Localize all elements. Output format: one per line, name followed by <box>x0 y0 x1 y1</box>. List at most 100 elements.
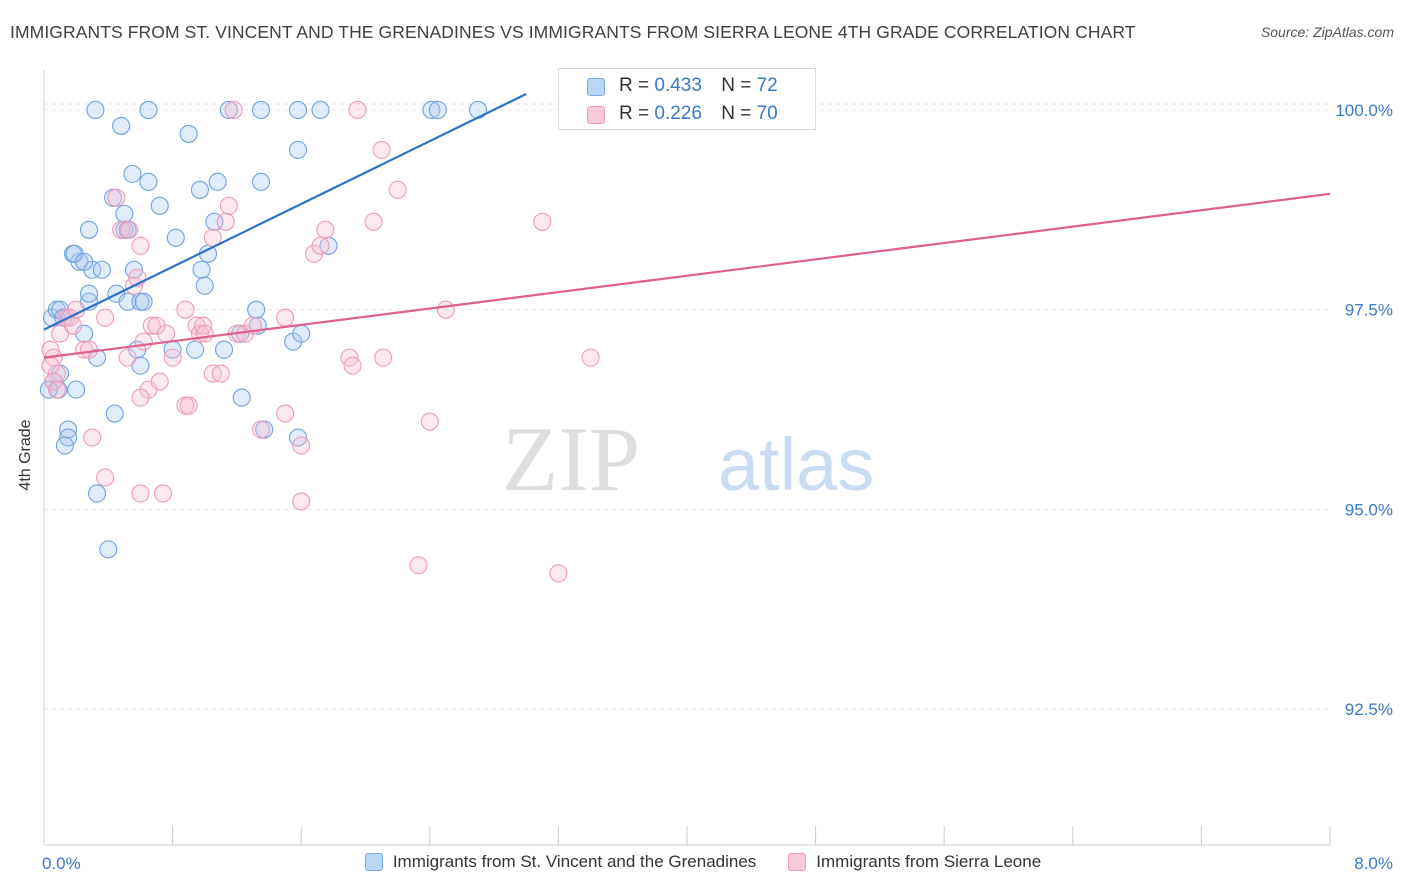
scatter-point <box>374 348 393 367</box>
scatter-point <box>150 196 169 215</box>
legend-swatch-blue <box>364 853 383 871</box>
trend-line <box>43 92 527 331</box>
scatter-point <box>131 356 150 375</box>
scatter-point <box>123 164 142 183</box>
scatter-point <box>316 220 335 239</box>
scatter-point <box>311 100 330 119</box>
legend: Immigrants from St. Vincent and the Gren… <box>0 852 1406 872</box>
scatter-point <box>150 372 169 391</box>
scatter-point <box>55 436 74 455</box>
scatter-point <box>131 388 150 407</box>
scatter-point <box>468 100 488 119</box>
watermark-zip: ZIP <box>502 408 640 510</box>
stats-n-label: N = <box>721 75 757 96</box>
source-label: Source: ZipAtlas.com <box>1260 24 1394 40</box>
scatter-point <box>292 492 311 511</box>
stats-legend: R = 0.433 N = 72 R = 0.226 N = 70 <box>558 68 816 130</box>
legend-item-pink[interactable]: Immigrants from Sierra Leone <box>788 852 1041 872</box>
stats-r-value: 0.433 <box>654 75 702 96</box>
scatter-point <box>292 436 311 455</box>
scatter-point <box>224 100 243 119</box>
scatter-point <box>372 140 391 159</box>
scatter-point <box>139 172 158 191</box>
y-tick-label: 95.0% <box>1345 500 1393 519</box>
scatter-point <box>92 260 111 279</box>
x-tick-label: 8.0% <box>1354 854 1393 873</box>
scatter-point <box>179 124 198 143</box>
series-pink-points <box>41 100 600 583</box>
scatter-point <box>142 316 161 335</box>
scatter-point <box>219 100 238 119</box>
scatter-point <box>99 540 118 559</box>
scatter-point <box>166 228 185 247</box>
scatter-point <box>288 140 308 159</box>
scatter-point <box>581 348 600 367</box>
scatter-point <box>176 300 195 319</box>
scatter-point <box>422 100 441 119</box>
scatter-point <box>153 484 173 503</box>
scatter-point <box>251 420 271 439</box>
stats-r-value: 0.226 <box>654 103 702 124</box>
grid-lines <box>44 103 1330 710</box>
scatter-point <box>118 348 137 367</box>
y-axis-label: 4th Grade <box>17 419 34 491</box>
y-tick-label: 97.5% <box>1345 301 1393 320</box>
scatter-point <box>190 180 209 199</box>
scatter-point <box>214 340 234 359</box>
scatter-point <box>219 196 238 215</box>
scatter-point <box>533 212 552 231</box>
scatter-point <box>86 100 105 119</box>
watermark: ZIP atlas <box>502 408 874 510</box>
axes <box>43 70 1331 846</box>
stats-r-label: R = <box>619 75 655 96</box>
scatter-point <box>107 188 126 207</box>
legend-label-pink: Immigrants from Sierra Leone <box>816 852 1042 871</box>
stats-swatch-pink <box>587 106 605 124</box>
scatter-point <box>195 324 214 343</box>
y-tick-label: 100.0% <box>1335 101 1393 120</box>
scatter-point <box>409 556 428 575</box>
scatter-point <box>186 340 205 359</box>
scatter-point <box>364 212 383 231</box>
scatter-point <box>549 564 568 583</box>
scatter-point <box>79 284 99 303</box>
series-blue-points <box>39 100 488 559</box>
scatter-point <box>96 468 115 487</box>
legend-item-blue[interactable]: Immigrants from St. Vincent and the Gren… <box>364 852 757 872</box>
scatter-point <box>75 252 94 271</box>
scatter-point <box>163 348 182 367</box>
scatter-point <box>420 412 439 431</box>
scatter-point <box>63 316 82 335</box>
scatter-point <box>247 300 266 319</box>
scatter-point <box>179 396 198 415</box>
stats-r-label: R = <box>619 103 655 124</box>
scatter-point <box>118 292 137 311</box>
scatter-point <box>232 388 251 407</box>
scatter-point <box>436 300 455 319</box>
trend-line <box>43 192 1331 359</box>
scatter-point <box>195 276 214 295</box>
scatter-point <box>348 100 367 119</box>
stats-n-label: N = <box>721 103 757 124</box>
scatter-point <box>120 220 139 239</box>
stats-n-value: 70 <box>756 103 778 124</box>
scatter-point <box>131 236 150 255</box>
scatter-point <box>388 180 407 199</box>
legend-label-blue: Immigrants from St. Vincent and the Gren… <box>392 852 757 871</box>
scatter-point <box>105 404 124 423</box>
scatter-point <box>428 100 447 119</box>
scatter-point <box>288 100 308 119</box>
scatter-point <box>79 220 99 239</box>
chart-title: IMMIGRANTS FROM ST. VINCENT AND THE GREN… <box>10 22 1136 42</box>
scatter-point <box>292 324 311 343</box>
scatter-point <box>131 484 150 503</box>
scatter-point <box>134 332 153 351</box>
scatter-point <box>192 260 211 279</box>
scatter-point <box>211 364 230 383</box>
x-tick-label: 0.0% <box>42 854 81 873</box>
scatter-point <box>115 204 134 223</box>
scatter-point <box>216 212 235 231</box>
scatter-point <box>41 356 60 375</box>
legend-swatch-pink <box>788 853 807 871</box>
